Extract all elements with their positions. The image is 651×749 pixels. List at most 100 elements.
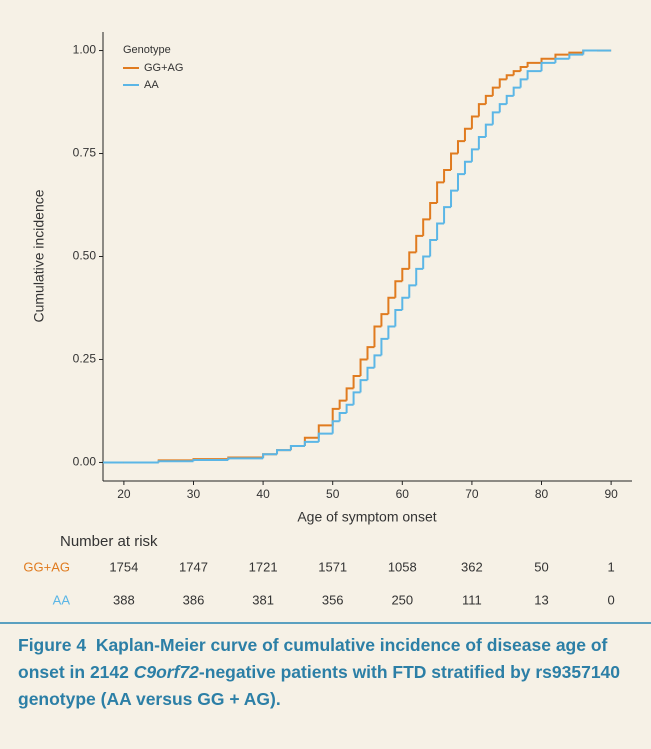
risk-count: 1 <box>608 559 615 574</box>
step <box>289 444 305 451</box>
step <box>477 103 486 117</box>
risk-count: 386 <box>183 592 205 607</box>
step <box>422 255 431 269</box>
risk-count: 50 <box>534 559 548 574</box>
legend-title: Genotype <box>123 44 171 56</box>
step <box>519 66 528 72</box>
step <box>401 296 410 311</box>
step <box>227 457 264 460</box>
step <box>387 296 396 315</box>
step <box>192 458 229 462</box>
step <box>345 387 354 401</box>
step <box>436 222 445 241</box>
step <box>338 412 347 422</box>
caption: Figure 4 Kaplan-Meier curve of cumulativ… <box>0 622 651 749</box>
step <box>331 407 340 426</box>
step <box>512 86 521 96</box>
step <box>470 115 479 129</box>
x-tick-label: 50 <box>326 487 340 501</box>
caption-text: Kaplan-Meier curve of cumulative inciden… <box>18 635 608 682</box>
step <box>477 136 486 150</box>
step <box>157 460 194 463</box>
step <box>498 103 507 113</box>
caption-text: -negative patients with FTD stratified b… <box>18 662 621 709</box>
step <box>582 49 598 55</box>
x-tick-label: 20 <box>117 487 131 501</box>
risk-count: 1721 <box>249 559 278 574</box>
step <box>491 111 500 125</box>
step <box>373 354 382 368</box>
step <box>338 399 347 409</box>
step <box>491 86 500 96</box>
step <box>345 403 354 414</box>
step <box>415 234 424 253</box>
step <box>359 358 368 376</box>
risk-count: 250 <box>391 592 413 607</box>
risk-row-label: GG+AG <box>23 559 70 574</box>
step <box>352 391 361 405</box>
step <box>359 379 368 393</box>
step <box>387 325 396 339</box>
step <box>526 70 542 80</box>
step <box>429 239 438 257</box>
step <box>443 206 452 224</box>
step <box>554 57 570 63</box>
risk-count: 1754 <box>109 559 138 574</box>
legend-label: GG+AG <box>144 62 183 74</box>
step <box>317 432 333 442</box>
risk-count: 1747 <box>179 559 208 574</box>
risk-table-title: Number at risk <box>60 533 158 550</box>
step <box>436 181 445 203</box>
risk-count: 1058 <box>388 559 417 574</box>
risk-count: 1571 <box>318 559 347 574</box>
caption-label: Figure 4 <box>18 635 87 655</box>
caption-gene: C9orf72 <box>133 662 199 682</box>
step <box>540 61 556 72</box>
step <box>276 449 291 455</box>
step <box>380 337 389 356</box>
step <box>380 313 389 327</box>
risk-count: 381 <box>252 592 274 607</box>
step <box>484 123 493 138</box>
step <box>443 168 452 183</box>
step <box>415 267 424 286</box>
step <box>408 251 417 269</box>
x-axis-title: Age of symptom onset <box>297 509 436 525</box>
step <box>352 374 361 389</box>
step <box>512 70 521 76</box>
risk-row-label: AA <box>53 592 71 607</box>
step <box>366 366 375 381</box>
background <box>0 0 651 620</box>
x-tick-label: 30 <box>187 487 201 501</box>
y-axis-title: Cumulative incidence <box>31 189 47 322</box>
x-tick-label: 60 <box>396 487 410 501</box>
y-tick-label: 0.50 <box>73 249 97 263</box>
step <box>450 152 458 170</box>
step <box>408 284 417 298</box>
risk-count: 356 <box>322 592 344 607</box>
y-tick-label: 0.25 <box>73 352 97 366</box>
y-tick-label: 1.00 <box>73 43 97 57</box>
step <box>422 218 431 236</box>
y-tick-label: 0.75 <box>73 146 97 160</box>
step <box>463 160 472 175</box>
step <box>331 420 340 434</box>
step <box>470 148 479 162</box>
y-tick-label: 0.00 <box>73 455 97 469</box>
step <box>554 53 570 59</box>
step <box>568 53 584 59</box>
step <box>505 74 514 80</box>
step <box>450 189 458 208</box>
chart: Cumulative incidence Age of symptom onse… <box>0 0 651 620</box>
risk-count: 111 <box>462 592 482 607</box>
x-tick-label: 90 <box>604 487 618 501</box>
step <box>540 57 556 63</box>
risk-count: 0 <box>608 592 615 607</box>
step <box>394 309 403 327</box>
step <box>394 280 403 298</box>
step <box>519 78 528 88</box>
x-tick-label: 40 <box>256 487 270 501</box>
step <box>498 78 507 88</box>
risk-count: 362 <box>461 559 483 574</box>
